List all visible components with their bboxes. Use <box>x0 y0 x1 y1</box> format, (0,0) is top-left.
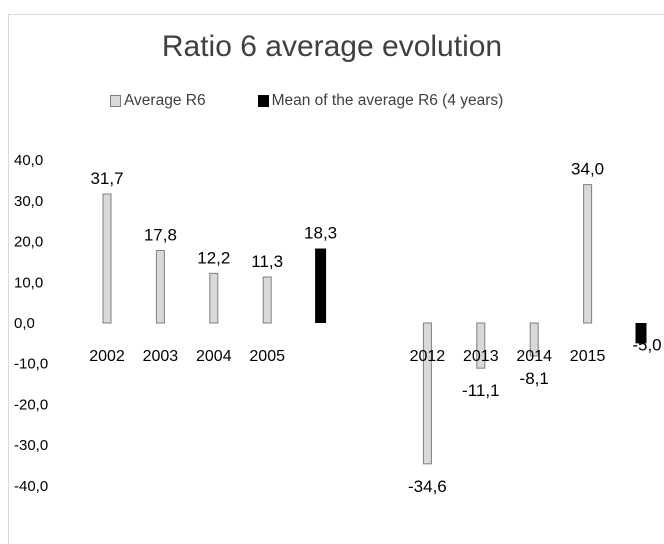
data-label: -11,1 <box>462 381 500 400</box>
y-tick-label: 0,0 <box>14 315 35 332</box>
data-label: 31,7 <box>90 169 123 188</box>
bar-average <box>476 322 486 369</box>
x-category-label: 2015 <box>570 348 606 365</box>
y-tick-label: 40,0 <box>14 152 43 169</box>
legend-swatch-mean-average-r6 <box>257 95 269 107</box>
y-tick-label: 30,0 <box>14 193 43 210</box>
y-tick-label: -20,0 <box>14 396 48 413</box>
bar-average <box>155 250 165 324</box>
data-label: -8,1 <box>520 369 549 388</box>
y-tick-label: -10,0 <box>14 356 48 373</box>
y-tick-label: 20,0 <box>14 234 43 251</box>
bar-mean <box>635 323 647 344</box>
data-label: 12,2 <box>197 248 230 267</box>
y-tick-label: -40,0 <box>14 478 48 495</box>
bar-average <box>583 184 593 324</box>
chart-frame <box>8 14 664 544</box>
x-category-label: 2002 <box>89 348 125 365</box>
bar-average <box>422 322 432 465</box>
legend-item-mean-average-r6: Mean of the average R6 (4 years) <box>257 92 504 110</box>
bar-average <box>529 322 539 357</box>
data-label: -34,6 <box>408 477 447 496</box>
y-tick-label: 10,0 <box>14 274 43 291</box>
bar-average <box>209 272 219 324</box>
legend-label-mean-average-r6: Mean of the average R6 (4 years) <box>271 92 504 109</box>
legend-swatch-average-r6 <box>110 95 121 107</box>
y-tick-label: -30,0 <box>14 437 48 454</box>
x-category-label: 2013 <box>463 348 499 365</box>
legend-label-average-r6: Average R6 <box>124 92 206 109</box>
bar-average <box>102 193 112 324</box>
chart-legend: Average R6 Mean of the average R6 (4 yea… <box>110 92 555 110</box>
data-label: 11,3 <box>251 252 283 271</box>
x-category-label: 2005 <box>249 348 285 365</box>
data-label: 17,8 <box>144 226 177 245</box>
x-category-label: 2003 <box>143 348 179 365</box>
x-category-label: 2004 <box>196 348 232 365</box>
data-label: 18,3 <box>304 224 337 243</box>
data-label: 34,0 <box>571 160 604 179</box>
legend-item-average-r6: Average R6 <box>110 92 206 110</box>
bar-average <box>262 276 272 324</box>
bar-chart: 40,0 30,0 20,0 10,0 0,0 -10,0 -20,0 -30,0 -40,0 3… <box>14 152 662 496</box>
bar-mean <box>315 248 327 323</box>
chart-title: Ratio 6 average evolution <box>161 30 503 63</box>
data-label: -5,0 <box>632 335 661 354</box>
x-category-label: 2012 <box>410 348 446 365</box>
x-category-label: 2014 <box>516 348 552 365</box>
